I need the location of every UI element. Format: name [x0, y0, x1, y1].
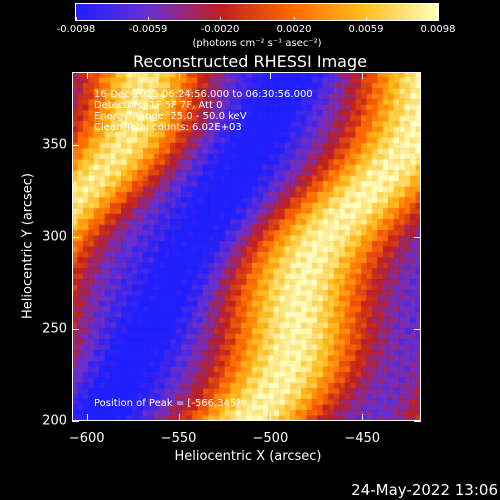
y-tick-mark [414, 145, 421, 147]
y-tick-mark [72, 329, 79, 331]
colorbar [75, 3, 439, 21]
colorbar-tick-mark [365, 17, 367, 21]
annotation-detectors: Detectors: 1F 5F 7F, Att 0 [94, 100, 223, 111]
x-tick-mark [86, 414, 88, 421]
colorbar-tick-mark [76, 17, 77, 21]
x-tick-mark [86, 72, 88, 79]
heatmap-image [72, 72, 421, 421]
colorbar-tick-mark [220, 17, 222, 21]
chart-title: Reconstructed RHESSI Image [133, 52, 367, 71]
y-tick-mark [72, 237, 79, 239]
x-tick-label: −550 [160, 431, 197, 446]
colorbar-tick-label: 0.0098 [420, 24, 456, 35]
colorbar-tick-mark [438, 17, 439, 21]
y-tick-mark [72, 145, 79, 147]
colorbar-tick-label: 0.0020 [276, 24, 312, 35]
annotation-time-range: 16-Dec-2015 06:24:56.000 to 06:30:56.000 [94, 89, 313, 100]
y-tick-label: 200 [42, 413, 67, 429]
colorbar-tick-label: -0.0020 [200, 24, 240, 35]
footer-date: 24-May-2022 13:06 [351, 481, 498, 499]
colorbar-tick-mark [148, 17, 150, 21]
colorbar-tick-label: -0.0059 [128, 24, 168, 35]
peak-position-label: Position of Peak = [-566,345] [94, 398, 241, 409]
x-tick-mark [362, 414, 364, 421]
y-tick-label: 300 [42, 229, 67, 245]
x-tick-mark [270, 414, 272, 421]
y-tick-mark [414, 237, 421, 239]
x-axis-label: Heliocentric X (arcsec) [174, 449, 322, 464]
x-tick-label: −600 [68, 431, 105, 446]
colorbar-tick-label: -0.0098 [56, 24, 96, 35]
y-tick-label: 250 [42, 321, 67, 337]
y-axis-label: Heliocentric Y (arcsec) [20, 173, 36, 319]
colorbar-unit-label: (photons cm⁻² s⁻¹ asec⁻²) [192, 38, 322, 49]
annotation-energy-range: Energy Range: 25.0 - 50.0 keV [94, 111, 247, 122]
x-tick-label: −450 [344, 431, 381, 446]
x-tick-label: −500 [252, 431, 289, 446]
colorbar-tick-mark [293, 17, 295, 21]
y-tick-mark [414, 421, 421, 422]
annotation-clean-counts: Clean Total counts: 6.02E+03 [94, 122, 242, 133]
x-tick-mark [362, 72, 364, 79]
y-tick-mark [72, 421, 79, 422]
y-tick-label: 350 [42, 137, 67, 153]
x-tick-mark [270, 72, 272, 79]
colorbar-tick-label: 0.0059 [348, 24, 384, 35]
y-tick-mark [414, 329, 421, 331]
x-tick-mark [178, 414, 180, 421]
x-tick-mark [178, 72, 180, 79]
